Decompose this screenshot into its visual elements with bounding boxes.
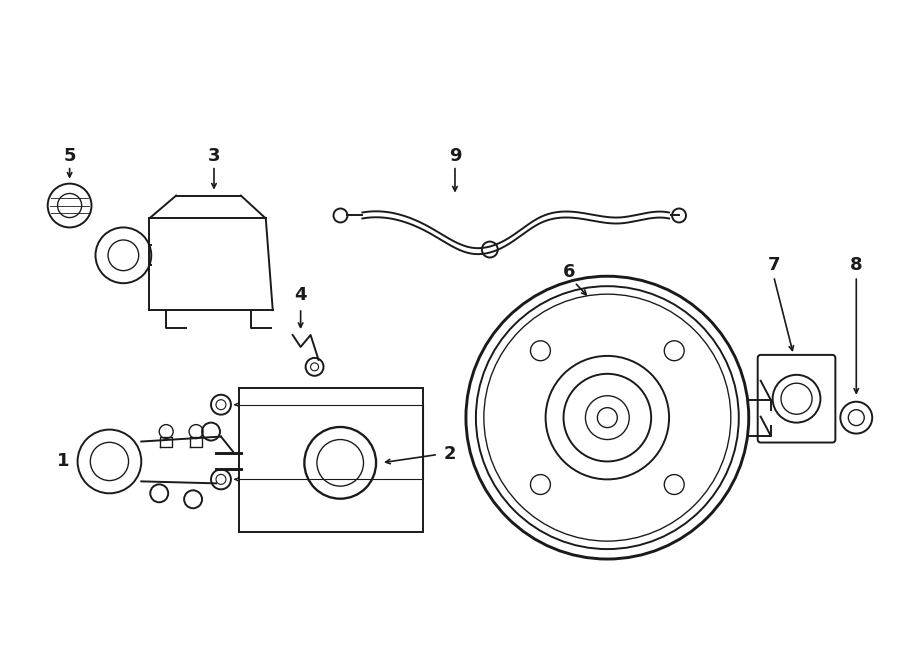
Text: 7: 7 — [768, 256, 780, 274]
Bar — [238, 388, 423, 532]
Text: 9: 9 — [449, 147, 461, 165]
Text: 1: 1 — [58, 452, 70, 471]
Text: 6: 6 — [563, 263, 576, 281]
Text: 2: 2 — [444, 446, 456, 463]
Text: 5: 5 — [63, 147, 76, 165]
Text: 4: 4 — [294, 286, 307, 304]
Text: 8: 8 — [850, 256, 862, 274]
Text: 3: 3 — [208, 147, 220, 165]
